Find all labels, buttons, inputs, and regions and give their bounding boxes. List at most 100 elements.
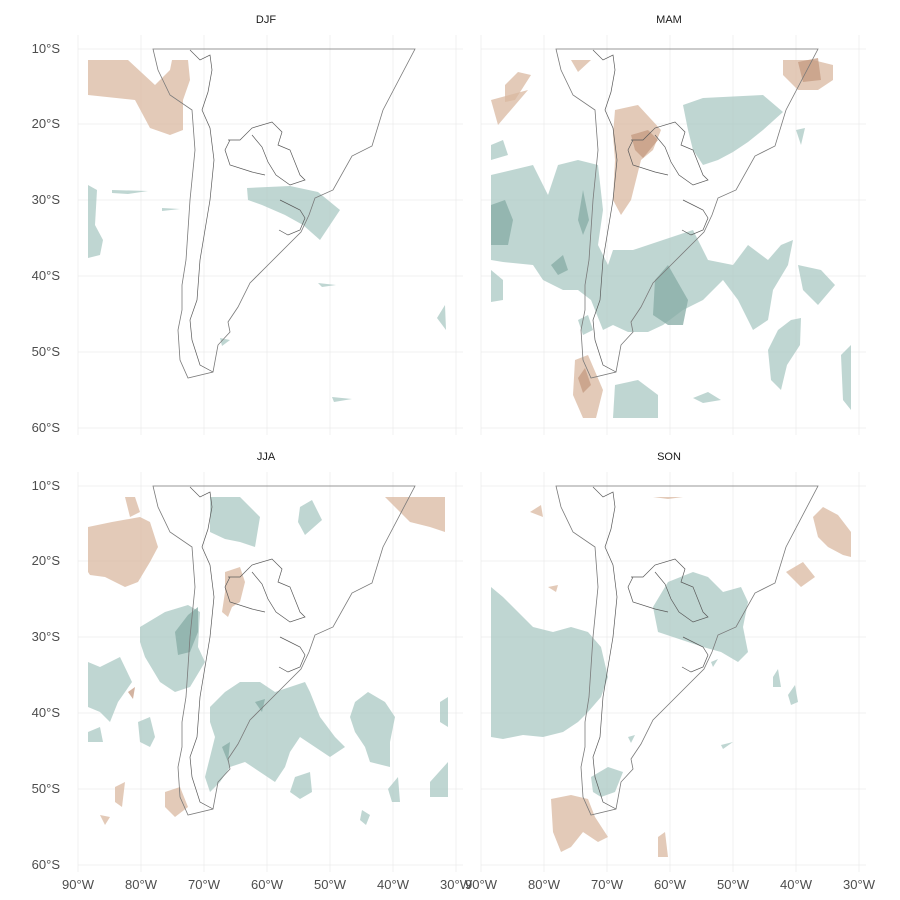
plot-area [491,485,851,857]
positive-anomaly-region [631,130,658,158]
negative-anomaly-region [350,692,395,767]
negative-anomaly-region [491,200,513,245]
positive-anomaly-region [813,507,851,557]
lon-tick-label: 90°W [465,877,498,892]
panel-mam: MAM [480,14,866,435]
lon-tick-label: 70°W [188,877,221,892]
negative-anomaly-region [613,380,658,418]
lat-tick-label: 10°S [32,41,61,56]
negative-anomaly-region [551,255,568,275]
negative-anomaly-region [332,397,352,402]
negative-anomaly-region [693,392,721,403]
negative-anomaly-region [578,315,593,335]
lat-tick-label: 30°S [32,629,61,644]
lon-tick-label: 70°W [591,877,624,892]
positive-anomaly-region [491,90,528,125]
positive-anomaly-region [165,787,188,817]
positive-anomaly-region [128,687,135,699]
negative-anomaly-region [210,497,260,547]
plot-area [88,485,448,825]
positive-anomaly-region [385,497,445,532]
negative-anomaly-region [440,697,448,727]
lon-tick-label: 80°W [528,877,561,892]
negative-anomaly-region [437,305,446,330]
negative-anomaly-region [721,742,733,749]
lat-tick-label: 60°S [32,420,61,435]
positive-anomaly-region [530,505,543,517]
lon-tick-label: 40°W [780,877,813,892]
negative-anomaly-region [798,265,835,305]
negative-anomaly-region [430,762,448,797]
negative-anomaly-region [290,772,312,799]
negative-anomaly-region [112,190,148,194]
negative-anomaly-region [841,345,851,410]
negative-anomaly-region [222,742,230,762]
negative-anomaly-region [796,128,805,145]
panel-title: DJF [256,14,276,26]
plot-area [491,48,851,418]
plot-area [88,48,446,402]
positive-anomaly-region [125,497,140,517]
negative-anomaly-region [162,208,180,211]
negative-anomaly-region [255,699,265,712]
lon-tick-label: 80°W [125,877,158,892]
negative-anomaly-region [88,185,103,258]
negative-anomaly-region [491,140,508,160]
lat-tick-label: 60°S [32,857,61,872]
positive-anomaly-region [786,562,815,587]
negative-anomaly-region [88,727,103,742]
negative-anomaly-region [491,160,793,332]
negative-anomaly-region [138,717,155,747]
panel-son: SON 90°W 80°W 70°W 60°W 50°W 40°W 30°W [465,451,876,892]
negative-anomaly-region [247,186,340,240]
negative-anomaly-region [683,95,783,165]
negative-anomaly-region [88,657,132,722]
positive-anomaly-region [100,815,110,825]
positive-anomaly-region [551,795,608,852]
negative-anomaly-region [711,659,718,667]
negative-anomaly-region [628,735,635,743]
negative-anomaly-region [388,777,400,802]
lon-tick-label: 50°W [314,877,347,892]
lat-tick-label: 20°S [32,116,61,131]
negative-anomaly-region [220,338,230,346]
lat-tick-label: 40°S [32,268,61,283]
lon-tick-label: 50°W [717,877,750,892]
negative-anomaly-region [491,270,503,302]
negative-anomaly-region [578,190,589,235]
lon-tick-label: 90°W [62,877,95,892]
panel-title: MAM [656,14,682,26]
negative-anomaly-region [591,767,623,797]
positive-anomaly-region [88,517,158,587]
panel-djf: DJF 10°S 20°S 30°S 40°S 50°S 60°S [32,14,463,435]
negative-anomaly-region [491,587,608,739]
lon-tick-label: 40°W [377,877,410,892]
lat-tick-label: 50°S [32,344,61,359]
positive-anomaly-region [222,567,245,617]
negative-anomaly-region [773,669,781,687]
negative-anomaly-region [298,500,322,535]
lon-tick-label: 60°W [654,877,687,892]
panel-jja: JJA 10°S 20°S 30°S 40°S 50°S 60°S90°W 80°W 70°W 6… [32,451,473,892]
lat-tick-label: 10°S [32,478,61,493]
lat-tick-label: 40°S [32,705,61,720]
negative-anomaly-region [653,265,688,325]
negative-anomaly-region [788,685,798,705]
negative-anomaly-region [768,318,801,390]
positive-anomaly-region [548,585,558,592]
negative-anomaly-region [205,682,345,792]
positive-anomaly-region [115,782,125,807]
negative-anomaly-region [318,283,336,287]
positive-anomaly-region [578,368,591,393]
lat-tick-label: 20°S [32,553,61,568]
positive-anomaly-region [613,105,661,215]
lon-tick-label: 30°W [440,877,473,892]
panel-title: SON [657,451,681,463]
gridlines [77,35,463,435]
positive-anomaly-region [653,497,683,499]
positive-anomaly-region [571,60,591,72]
lon-tick-label: 60°W [251,877,284,892]
panels-container: DJF 10°S 20°S 30°S 40°S 50°S 60°S MAM JJA 10°S 20°… [32,14,876,892]
positive-anomaly-region [658,832,668,857]
